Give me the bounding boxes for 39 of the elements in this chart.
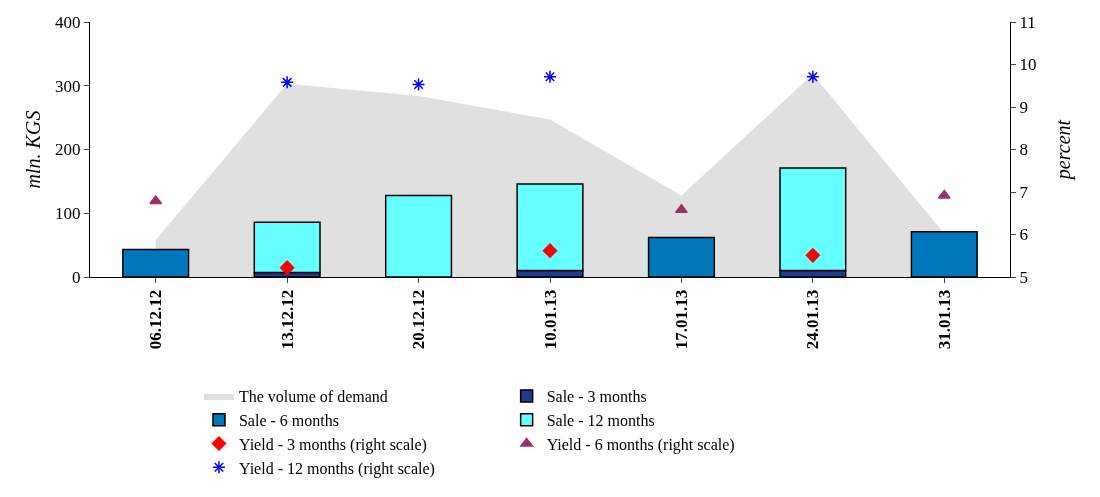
point [280, 75, 294, 90]
point [674, 204, 688, 214]
y-tick-label: 0 [72, 267, 81, 287]
legend-label: Yield - 6 months (right scale) [546, 435, 735, 454]
bar [253, 221, 321, 274]
point [805, 248, 821, 263]
x-tick-label: 31.01.13 [934, 289, 954, 350]
point [806, 70, 820, 84]
point [411, 77, 426, 92]
y2-tick-label: 8 [1019, 140, 1028, 160]
y2-tick-label: 9 [1019, 97, 1028, 117]
x-tick-label: 13.12.12 [277, 289, 297, 350]
legend-label: Sale - 6 months [238, 411, 339, 429]
point [937, 189, 951, 199]
x-tick-label: 24.01.13 [803, 289, 823, 350]
legend-label: Yield - 3 months (right scale) [238, 435, 427, 454]
point [543, 70, 557, 84]
legend-label: Sale - 3 months [546, 388, 647, 406]
point [542, 243, 558, 258]
x-tick-label: 20.12.12 [409, 289, 429, 350]
y-tick-label: 300 [55, 76, 81, 96]
y-tick-label: 100 [55, 204, 81, 224]
y2-tick-label: 11 [1019, 12, 1036, 32]
y-tick-label: 200 [55, 140, 81, 160]
legend-label: The volume of demand [238, 388, 388, 406]
legend-label: Sale - 12 months [546, 411, 655, 429]
x-tick-label: 10.01.13 [540, 289, 560, 350]
y2-tick-label: 6 [1019, 225, 1028, 245]
y2-tick-label: 5 [1019, 267, 1028, 287]
y-axis-title: mln. KGS [22, 110, 44, 189]
point [149, 195, 163, 205]
y-tick-label: 400 [55, 12, 81, 32]
point [279, 260, 295, 275]
x-tick-label: 06.12.12 [146, 289, 166, 350]
x-tick-label: 17.01.13 [671, 289, 691, 350]
legend-label: Yield - 12 months (right scale) [238, 459, 435, 478]
y2-tick-label: 10 [1019, 55, 1037, 75]
y2-axis-title: percent [1052, 119, 1075, 182]
y2-tick-label: 7 [1019, 182, 1029, 202]
